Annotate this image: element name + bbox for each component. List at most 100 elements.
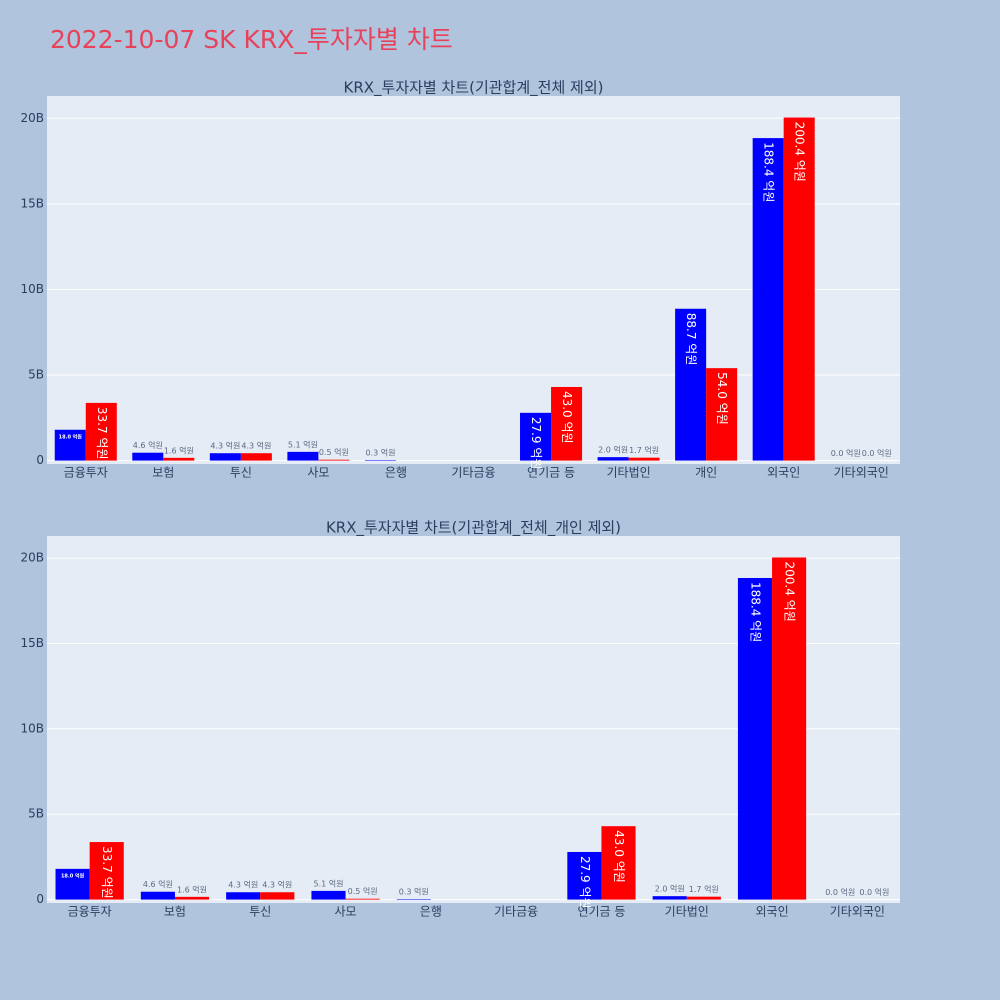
- x-tick-label: 기타외국인: [834, 466, 889, 480]
- bar: [686, 896, 721, 900]
- value-label: 43.0 억원: [560, 391, 574, 444]
- bar: [772, 557, 807, 900]
- bar: [597, 457, 629, 461]
- value-label: 0.0 억원: [859, 887, 889, 897]
- x-tick-label: 사모: [307, 466, 329, 480]
- value-label: 4.3 억원: [210, 441, 240, 451]
- value-label: 1.6 억원: [164, 445, 194, 455]
- value-label: 4.3 억원: [228, 880, 258, 890]
- bar: [163, 457, 195, 461]
- value-label: 200.4 억원: [793, 122, 807, 182]
- bar: [396, 899, 431, 900]
- value-label: 1.7 억원: [629, 445, 659, 455]
- x-tick-label: 보험: [164, 905, 186, 919]
- bar: [209, 453, 241, 461]
- bar: [706, 368, 738, 461]
- bar: [85, 402, 117, 461]
- x-tick-label: 기타법인: [665, 905, 709, 919]
- value-label: 27.9 억원: [529, 417, 543, 470]
- x-tick-label: 사모: [335, 905, 357, 919]
- value-label: 4.6 억원: [133, 440, 163, 450]
- value-label: 2.0 억원: [598, 445, 628, 455]
- x-tick-label: 은행: [420, 904, 442, 919]
- bar: [240, 453, 272, 461]
- bar: [551, 386, 583, 461]
- bar: [132, 452, 164, 461]
- value-label: 33.7 억원: [100, 846, 114, 899]
- x-tick-label: 투신: [230, 466, 252, 480]
- value-label: 43.0 억원: [612, 830, 626, 883]
- bar: [345, 898, 380, 900]
- x-tick-label: 은행: [385, 465, 407, 480]
- bar: [226, 892, 261, 900]
- bar: [675, 308, 707, 461]
- value-label: 200.4 억원: [783, 562, 797, 622]
- x-tick-label: 보험: [152, 466, 174, 480]
- x-tick-label: 기타법인: [607, 466, 651, 480]
- bar: [783, 117, 815, 461]
- value-label: 4.3 억원: [262, 880, 292, 890]
- value-label: 0.3 억원: [399, 887, 429, 897]
- bar: [311, 890, 346, 900]
- chart-title: KRX_투자자별 차트(기관합계_전체 제외): [344, 79, 604, 98]
- bar: [318, 459, 350, 461]
- x-tick-label: 외국인: [767, 466, 800, 480]
- y-tick-label: 20B: [20, 111, 44, 125]
- bar: [752, 138, 784, 461]
- value-label: 27.9 억원: [578, 856, 592, 909]
- bar: [89, 842, 124, 900]
- x-tick-label: 연기금 등: [527, 466, 575, 480]
- y-tick-label: 5B: [28, 367, 44, 381]
- value-label: 4.6 억원: [143, 879, 173, 889]
- value-label: 4.3 억원: [241, 441, 271, 451]
- bar: [287, 451, 319, 461]
- bar: [628, 457, 660, 461]
- x-tick-label: 기타금융: [451, 466, 495, 480]
- page-title: 2022-10-07 SK KRX_투자자별 차트: [50, 25, 453, 54]
- x-tick-label: 투신: [249, 905, 271, 919]
- bar: [652, 896, 687, 900]
- value-label: 5.1 억원: [288, 439, 318, 449]
- x-tick-label: 외국인: [755, 905, 788, 919]
- x-tick-label: 연기금 등: [577, 905, 625, 919]
- value-label: 1.7 억원: [689, 884, 719, 894]
- x-tick-label: 기타외국인: [830, 905, 885, 919]
- bar: [260, 892, 295, 900]
- value-label: 33.7 억원: [95, 407, 109, 460]
- bar: [737, 577, 773, 900]
- y-tick-label: 0: [36, 892, 44, 906]
- value-label: 0.0 억원: [825, 887, 855, 897]
- bar: [364, 460, 396, 461]
- y-tick-label: 10B: [20, 721, 44, 735]
- y-tick-label: 5B: [28, 807, 44, 821]
- value-label: 0.3 억원: [365, 448, 395, 458]
- x-tick-label: 금융투자: [64, 466, 108, 480]
- value-label: 188.4 억원: [762, 142, 776, 202]
- bar: [520, 412, 552, 461]
- bar: [174, 896, 210, 900]
- chart-title: KRX_투자자별 차트(기관합계_전체_개인 제외): [326, 519, 621, 538]
- value-label: 5.1 억원: [313, 878, 343, 888]
- bar: [601, 826, 636, 900]
- value-label: 1.6 억원: [177, 884, 207, 894]
- y-tick-label: 15B: [20, 196, 44, 210]
- bar: [140, 891, 175, 900]
- value-label: 0.0 억원: [831, 448, 861, 458]
- value-label: 0.5 억원: [319, 447, 349, 457]
- value-label: 88.7 억원: [684, 313, 698, 366]
- y-tick-label: 10B: [20, 282, 44, 296]
- value-label: 0.0 억원: [862, 448, 892, 458]
- y-tick-label: 15B: [20, 636, 44, 650]
- value-label: 54.0 억원: [715, 372, 729, 425]
- value-label: 188.4 억원: [748, 582, 762, 642]
- x-tick-label: 기타금융: [494, 905, 538, 919]
- y-tick-label: 0: [36, 453, 44, 467]
- bar: [567, 851, 602, 900]
- bar: [54, 429, 86, 461]
- value-label: 18.0 억원: [59, 433, 83, 440]
- value-label: 0.5 억원: [348, 886, 378, 896]
- value-label: 18.0 억원: [61, 872, 85, 879]
- x-tick-label: 개인: [695, 466, 717, 480]
- value-label: 2.0 억원: [655, 884, 685, 894]
